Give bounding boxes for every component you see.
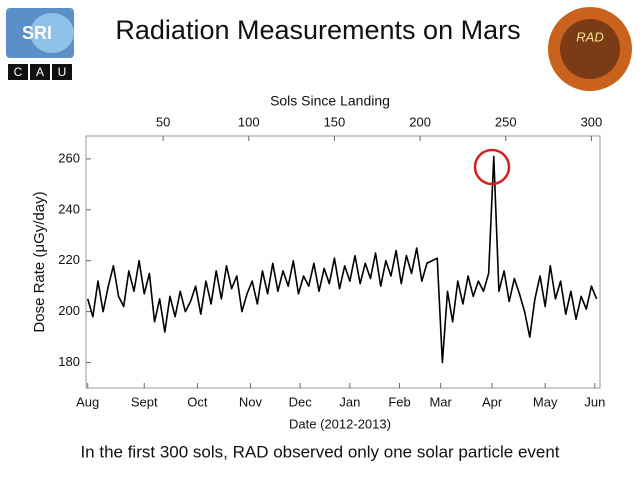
x2-tick-label: 150	[324, 114, 346, 129]
logo-letter: A	[36, 65, 44, 79]
x2-axis-label: Sols Since Landing	[270, 93, 390, 109]
chart-title: Radiation Measurements on Mars	[115, 15, 520, 45]
logo-text: RAD	[576, 29, 603, 44]
x2-tick-label: 250	[495, 114, 517, 129]
logo-text: SRI	[22, 23, 52, 43]
logo-box	[8, 64, 28, 80]
highlight-circle	[473, 148, 511, 186]
logo-globe	[30, 13, 74, 53]
y-tick-label: 240	[58, 201, 80, 216]
x2-tick-label: 100	[238, 114, 260, 129]
x-tick-label: Sept	[131, 394, 158, 409]
logo-right: RAD	[548, 7, 632, 91]
x2-tick-label: 300	[581, 114, 603, 129]
x2-tick-label: 50	[156, 114, 170, 129]
logo-letter: C	[14, 65, 23, 79]
plot-frame	[85, 135, 601, 389]
logo-letter: U	[58, 65, 67, 79]
data-line	[86, 155, 598, 364]
logo-box	[52, 64, 72, 80]
y-tick-label: 180	[58, 354, 80, 369]
x-tick-label: May	[533, 394, 558, 409]
y-tick-label: 200	[58, 303, 80, 318]
y-tick-label: 220	[58, 252, 80, 267]
logo-box	[30, 64, 50, 80]
logo-inner	[560, 19, 620, 79]
y-axis-label: Dose Rate (μGy/day)	[31, 191, 48, 332]
x-tick-label: Feb	[388, 394, 410, 409]
x-tick-label: Nov	[239, 394, 263, 409]
x-tick-label: Jan	[339, 394, 360, 409]
logo-left: SRI C A U	[6, 8, 74, 80]
x-tick-label: Aug	[76, 394, 99, 409]
x-tick-label: Dec	[289, 394, 313, 409]
x2-tick-label: 200	[409, 114, 431, 129]
x-tick-label: Mar	[429, 394, 452, 409]
x-tick-label: Oct	[187, 394, 208, 409]
x-tick-label: Apr	[482, 394, 503, 409]
y-tick-label: 260	[58, 150, 80, 165]
caption: In the first 300 sols, RAD observed only…	[80, 442, 559, 461]
x-axis-label: Date (2012-2013)	[289, 416, 391, 431]
x-tick-label: Jun	[584, 394, 605, 409]
